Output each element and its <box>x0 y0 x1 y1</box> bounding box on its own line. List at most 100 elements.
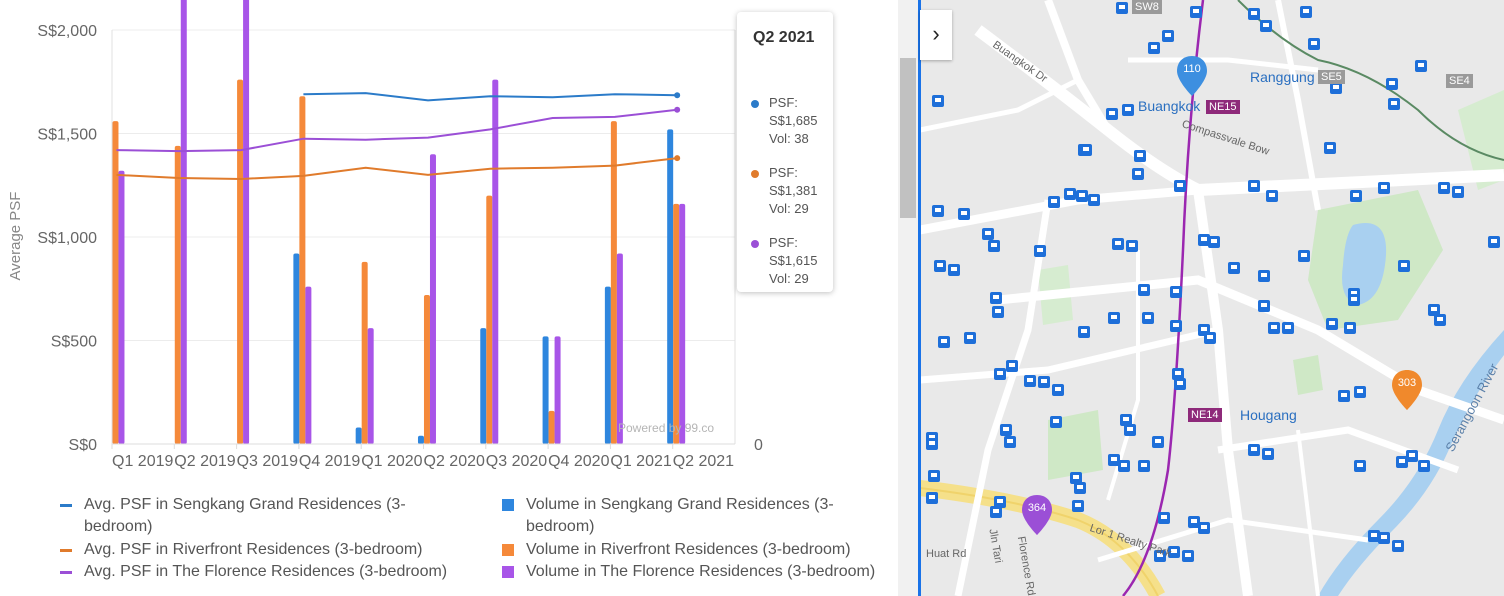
bus-stop-icon-window <box>1351 291 1357 295</box>
map-pin-303[interactable]: 303 <box>1392 370 1422 410</box>
volume-bar[interactable] <box>361 261 368 444</box>
map-pin-label: 303 <box>1397 377 1417 389</box>
legend-line-marker <box>60 549 72 552</box>
collapse-panel-button[interactable]: › <box>920 10 952 60</box>
volume-bar[interactable] <box>679 203 686 444</box>
x-tick-label: Q2 2021 <box>673 453 734 470</box>
psf-point[interactable] <box>674 92 681 99</box>
y-tick-label: S$1,000 <box>37 230 97 247</box>
volume-bar[interactable] <box>118 170 125 444</box>
x-tick-label: Q2 2020 <box>424 453 485 470</box>
y-tick-label: S$2,000 <box>37 23 97 40</box>
psf-line[interactable] <box>116 157 678 181</box>
bus-stop-icon-window <box>1207 335 1213 339</box>
station-tag-ne15: NE15 <box>1206 100 1240 114</box>
tooltip-dot <box>751 240 759 248</box>
bus-stop-icon-window <box>1211 239 1217 243</box>
bus-stop-icon-window <box>1173 289 1179 293</box>
volume-bar[interactable] <box>112 121 119 444</box>
volume-bar[interactable] <box>367 328 374 444</box>
volume-bar[interactable] <box>554 336 561 444</box>
location-map[interactable]: › Buangkok NE15 Ranggung SE5 SE4 SW8 Hou… <box>898 0 1504 596</box>
bus-stop-icon-window <box>1261 303 1267 307</box>
volume-bar[interactable] <box>542 336 549 444</box>
volume-bar[interactable] <box>305 286 312 444</box>
scrollbar[interactable] <box>898 0 918 596</box>
psf-line[interactable] <box>303 92 678 102</box>
bus-stop-icon-window <box>1389 81 1395 85</box>
ne-line-track <box>1122 0 1205 596</box>
map-label-ranggung: Ranggung <box>1250 69 1315 85</box>
bus-stop-icon-window <box>1115 241 1121 245</box>
bus-stop-icon-window <box>993 295 999 299</box>
volume-bar[interactable] <box>486 195 493 444</box>
bus-stop-icon-window <box>1401 263 1407 267</box>
psf-point[interactable] <box>674 155 681 162</box>
bus-stop-icon-window <box>931 473 937 477</box>
volume-bar[interactable] <box>243 0 250 444</box>
volume-bar[interactable] <box>355 427 362 444</box>
bus-stop-icon-window <box>1341 393 1347 397</box>
map-canvas[interactable] <box>898 0 1504 596</box>
tooltip-volume: Vol: 29 <box>769 271 809 286</box>
map-pin-110[interactable]: 110 <box>1177 56 1207 96</box>
volume-bar[interactable] <box>616 253 623 444</box>
tooltip-dot <box>751 100 759 108</box>
bus-stop-icon-window <box>1347 325 1353 329</box>
volume-bar[interactable] <box>667 129 674 445</box>
bus-stop-icon-window <box>997 371 1003 375</box>
legend-label: Volume in The Florence Residences (3-bed… <box>526 563 876 580</box>
bus-stop-icon-window <box>1353 193 1359 197</box>
volume-bar[interactable] <box>492 79 499 445</box>
volume-bar[interactable] <box>174 145 181 445</box>
bus-stop-icon-window <box>1437 317 1443 321</box>
scrollbar-thumb[interactable] <box>900 58 916 218</box>
bus-stop-icon-window <box>1177 381 1183 385</box>
volume-bar[interactable] <box>604 286 611 444</box>
chevron-right-icon: › <box>932 21 940 46</box>
chart-tooltip: Q2 2021 PSF: S$1,685 Vol: 38 PSF: S$1,38… <box>737 12 833 292</box>
bus-stop-icon-window <box>1173 323 1179 327</box>
bus-stop-icon-window <box>1421 463 1427 467</box>
bus-stop-icon-window <box>1311 41 1317 45</box>
volume-bar[interactable] <box>423 294 430 444</box>
volume-bar[interactable] <box>180 0 187 444</box>
volume-bar[interactable] <box>299 96 306 445</box>
bus-stop-icon-window <box>1395 543 1401 547</box>
x-tick-label: Q1 2020 <box>361 453 422 470</box>
bus-stop-icon-window <box>1381 185 1387 189</box>
bus-stop-icon-window <box>1431 307 1437 311</box>
bus-stop-icon-window <box>1177 183 1183 187</box>
map-pin-364[interactable]: 364 <box>1022 495 1052 535</box>
bus-stop-icon-window <box>1301 253 1307 257</box>
lrt-track <box>1237 0 1504 161</box>
psf-point[interactable] <box>674 106 681 113</box>
bus-stop-icon-window <box>1009 363 1015 367</box>
bus-stop-icon-window <box>1075 503 1081 507</box>
bus-stop-icon-window <box>1271 325 1277 329</box>
station-tag-sw8: SW8 <box>1132 0 1162 14</box>
volume-bar[interactable] <box>480 328 487 444</box>
volume-bar[interactable] <box>610 121 617 444</box>
map-pin-icon <box>1177 56 1207 96</box>
bus-stop-icon-window <box>951 267 957 271</box>
x-tick-label: Q1 2019 <box>112 453 173 470</box>
volume-bar[interactable] <box>548 410 555 444</box>
volume-bar[interactable] <box>237 79 244 445</box>
psf-line[interactable] <box>116 108 678 153</box>
bus-stop-icon-window <box>1418 63 1424 67</box>
volume-bar[interactable] <box>429 154 436 444</box>
volume-bar[interactable] <box>293 253 300 444</box>
bus-stop-icon-window <box>1201 237 1207 241</box>
tooltip-psf: PSF: S$1,685 <box>769 95 818 128</box>
tooltip-psf: PSF: S$1,381 <box>769 165 818 198</box>
volume-bar[interactable] <box>673 203 680 444</box>
bus-stop-icon-window <box>1455 189 1461 193</box>
bus-stop-icon-window <box>1399 459 1405 463</box>
legend-line-marker <box>60 504 72 507</box>
x-tick-label: Q4 2019 <box>299 453 360 470</box>
bus-stop-icon-window <box>1441 185 1447 189</box>
volume-bar[interactable] <box>417 435 424 444</box>
